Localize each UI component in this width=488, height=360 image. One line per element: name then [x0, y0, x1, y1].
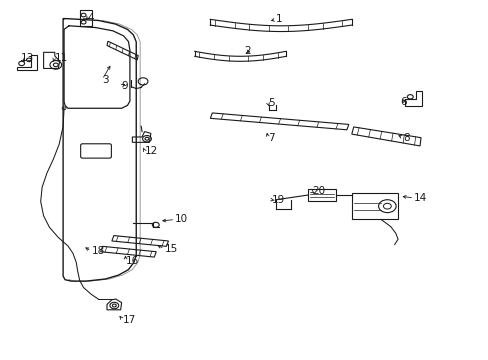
Text: 16: 16: [125, 256, 139, 266]
Text: 10: 10: [175, 215, 188, 224]
Text: 20: 20: [311, 186, 324, 197]
Text: 1: 1: [276, 14, 282, 24]
Text: 6: 6: [400, 97, 407, 107]
Text: 15: 15: [164, 244, 178, 254]
Text: 3: 3: [102, 75, 108, 85]
Text: 9: 9: [122, 81, 128, 91]
Text: 11: 11: [54, 53, 67, 63]
Text: 14: 14: [413, 193, 427, 203]
Text: 2: 2: [244, 46, 251, 56]
Text: 4: 4: [87, 13, 94, 23]
Text: 13: 13: [21, 53, 34, 63]
Text: 19: 19: [271, 195, 284, 205]
Text: 8: 8: [402, 133, 409, 143]
Text: 18: 18: [91, 246, 104, 256]
Text: 17: 17: [122, 315, 136, 325]
Text: 12: 12: [144, 145, 158, 156]
Text: 5: 5: [267, 98, 274, 108]
Text: 7: 7: [267, 133, 274, 143]
